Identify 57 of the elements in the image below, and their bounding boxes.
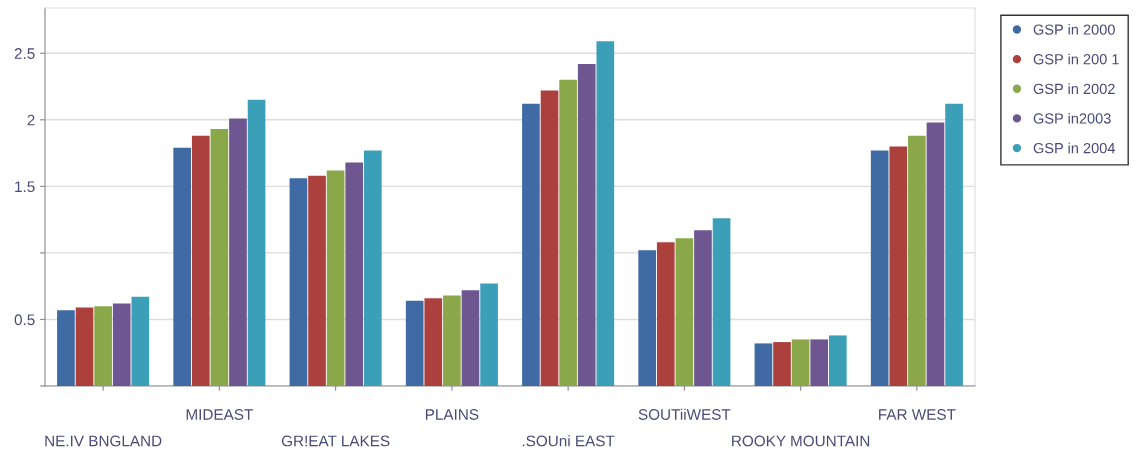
bar xyxy=(94,306,112,386)
bar xyxy=(675,238,694,386)
x-tick-label: ROOKY MOUNTAIN xyxy=(732,435,870,447)
bar xyxy=(289,178,308,386)
x-tick-label: SOUTiiWEST xyxy=(638,408,731,420)
y-tick-label: 2 xyxy=(27,114,35,126)
bar xyxy=(210,129,229,386)
bar xyxy=(828,335,847,386)
bar xyxy=(712,218,731,386)
bar xyxy=(131,296,150,386)
x-tick-label: FAR WEST xyxy=(879,409,956,420)
legend-label: GSP in 2004 xyxy=(1033,142,1115,154)
bar xyxy=(870,150,889,386)
bar xyxy=(173,147,192,386)
bar xyxy=(791,339,810,386)
bar xyxy=(889,146,908,386)
bar xyxy=(308,175,326,386)
bar xyxy=(57,310,75,386)
bar xyxy=(754,343,773,386)
legend-label: GSP in 2002 xyxy=(1033,83,1115,95)
bar xyxy=(75,307,94,386)
bar xyxy=(345,162,364,386)
bar xyxy=(908,135,926,386)
bar xyxy=(638,250,657,386)
bar xyxy=(596,41,615,386)
bar xyxy=(480,283,498,386)
bar xyxy=(945,103,963,386)
bar xyxy=(326,170,345,386)
bar xyxy=(926,122,945,386)
bar xyxy=(405,300,424,386)
bar xyxy=(424,298,443,386)
legend-label: GSP in 2000 xyxy=(1033,24,1115,35)
bar xyxy=(656,242,675,386)
bar xyxy=(112,303,131,386)
y-tick-label: 0.5 xyxy=(14,314,35,326)
legend-label: GSP in2003 xyxy=(1033,112,1111,124)
bar xyxy=(810,339,829,386)
bar xyxy=(522,103,540,386)
x-tick-label: .SOUni EAST xyxy=(522,435,615,447)
bar xyxy=(229,118,247,386)
bar xyxy=(191,135,210,386)
x-tick-label: GR!EAT LAKES xyxy=(281,435,390,447)
bar xyxy=(773,342,791,386)
bar xyxy=(443,295,461,386)
bar xyxy=(247,99,266,386)
x-tick-label: NE.IV BNGLAND xyxy=(45,435,162,447)
bar xyxy=(363,150,382,386)
x-tick-label: PLAINS xyxy=(425,409,479,420)
bar xyxy=(540,90,559,386)
legend-label: GSP in 200 1 xyxy=(1033,53,1119,65)
bar xyxy=(559,79,577,386)
bar xyxy=(461,290,480,386)
bar xyxy=(577,63,596,386)
y-tick-label: 1.5 xyxy=(15,181,35,193)
y-tick-label: 2.5 xyxy=(14,48,35,59)
bar xyxy=(694,230,712,386)
x-tick-label: MIDEAST xyxy=(186,409,253,420)
